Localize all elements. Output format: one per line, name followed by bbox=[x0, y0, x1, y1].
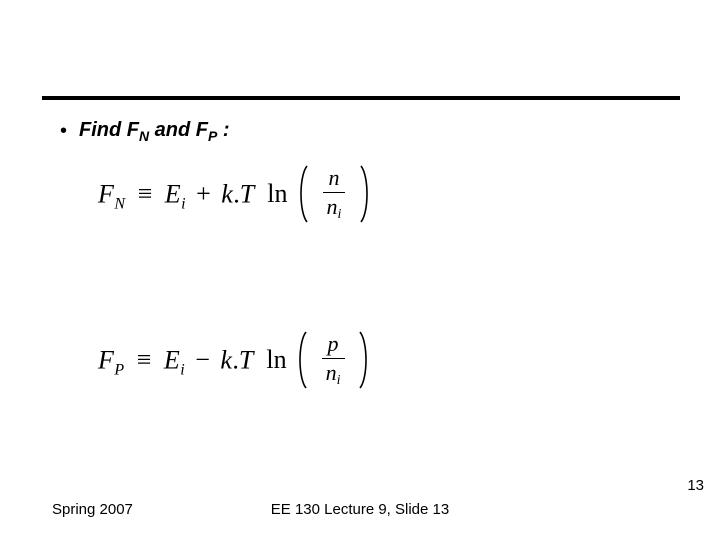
eq2-lhs-sub: P bbox=[114, 361, 124, 378]
page-number: 13 bbox=[687, 477, 704, 494]
slide: • Find FN and FP : FN ≡ Ei + k.T ln n ni… bbox=[0, 0, 720, 540]
eq2-den-base: n bbox=[326, 360, 337, 385]
bullet-suffix: : bbox=[217, 119, 229, 141]
eq1-E: E bbox=[165, 179, 181, 208]
eq2-num: p bbox=[320, 330, 347, 358]
eq2-T: T bbox=[239, 345, 254, 374]
eq2-E: E bbox=[164, 345, 180, 374]
eq2-lhs-var: F bbox=[98, 345, 114, 374]
equation-fn: FN ≡ Ei + k.T ln n ni bbox=[98, 166, 372, 227]
eq2-Esub: i bbox=[180, 361, 184, 378]
eq1-num: n bbox=[321, 164, 348, 192]
eq1-ln: ln bbox=[261, 179, 289, 208]
eq2-den-sub: i bbox=[337, 373, 341, 388]
eq1-lhs-var: F bbox=[98, 179, 114, 208]
bullet-prefix: Find F bbox=[79, 119, 139, 141]
footer-center: EE 130 Lecture 9, Slide 13 bbox=[0, 501, 720, 518]
eq1-plus: + bbox=[192, 179, 215, 208]
eq1-den: ni bbox=[321, 193, 348, 224]
eq2-equiv: ≡ bbox=[131, 345, 158, 374]
eq1-k: k bbox=[221, 179, 233, 208]
eq2-lparen bbox=[295, 330, 309, 390]
bullet-text: Find FN and FP : bbox=[79, 118, 230, 148]
eq1-equiv: ≡ bbox=[132, 179, 159, 208]
bullet-sub-p: P bbox=[208, 128, 217, 144]
eq1-den-sub: i bbox=[338, 207, 342, 222]
eq2-k: k bbox=[220, 345, 232, 374]
eq1-lparen bbox=[296, 164, 310, 224]
eq2-rparen bbox=[357, 330, 371, 390]
equation-fp: FP ≡ Ei − k.T ln p ni bbox=[98, 332, 371, 393]
eq2-fraction: p ni bbox=[320, 330, 347, 391]
title-divider bbox=[42, 96, 680, 100]
eq1-Esub: i bbox=[181, 195, 185, 212]
eq2-ln: ln bbox=[260, 345, 288, 374]
bullet-marker: • bbox=[60, 119, 67, 143]
eq1-lhs-sub: N bbox=[114, 195, 125, 212]
eq1-rparen bbox=[358, 164, 372, 224]
eq1-T: T bbox=[240, 179, 255, 208]
eq2-minus: − bbox=[191, 345, 214, 374]
bullet-mid: and F bbox=[149, 119, 208, 141]
eq2-den: ni bbox=[320, 359, 347, 390]
bullet-item: • Find FN and FP : bbox=[60, 118, 230, 148]
bullet-sub-n: N bbox=[139, 128, 149, 144]
eq1-den-base: n bbox=[327, 194, 338, 219]
eq1-fraction: n ni bbox=[321, 164, 348, 225]
